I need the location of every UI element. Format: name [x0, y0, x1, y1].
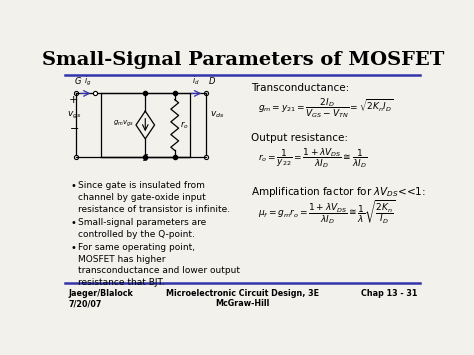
Text: Since gate is insulated from
channel by gate-oxide input
resistance of transisto: Since gate is insulated from channel by … — [78, 181, 230, 214]
Text: •: • — [70, 181, 76, 191]
Text: $v_{ds}$: $v_{ds}$ — [210, 110, 224, 120]
Text: $r_o$: $r_o$ — [180, 119, 189, 131]
Text: $g_m=y_{21}=\dfrac{2I_D}{V_{GS}-V_{TN}}=\sqrt{2K_n I_D}$: $g_m=y_{21}=\dfrac{2I_D}{V_{GS}-V_{TN}}=… — [258, 97, 393, 120]
Text: $\mu_f=g_m r_o=\dfrac{1+\lambda V_{DS}}{\lambda I_D}\cong\dfrac{1}{\lambda}\sqrt: $\mu_f=g_m r_o=\dfrac{1+\lambda V_{DS}}{… — [258, 199, 396, 226]
Text: Amplification factor for $\lambda V_{DS}$<<1:: Amplification factor for $\lambda V_{DS}… — [251, 185, 426, 199]
Text: Chap 13 - 31: Chap 13 - 31 — [361, 289, 417, 298]
Text: S: S — [143, 154, 148, 163]
Text: •: • — [70, 218, 76, 228]
Text: $i_g$: $i_g$ — [84, 75, 91, 88]
Text: Jaeger/Blalock
7/20/07: Jaeger/Blalock 7/20/07 — [69, 289, 133, 308]
Text: $g_m v_{gs}$: $g_m v_{gs}$ — [113, 118, 134, 129]
Text: $-$: $-$ — [69, 122, 79, 132]
Text: D: D — [209, 77, 215, 86]
Text: $v_{gs}$: $v_{gs}$ — [67, 110, 82, 121]
Text: For same operating point,
MOSFET has higher
transconductance and lower output
re: For same operating point, MOSFET has hig… — [78, 243, 240, 287]
Text: $r_o=\dfrac{1}{y_{22}}=\dfrac{1+\lambda V_{DS}}{\lambda I_D}\cong\dfrac{1}{\lamb: $r_o=\dfrac{1}{y_{22}}=\dfrac{1+\lambda … — [258, 146, 367, 170]
Text: $i_d$: $i_d$ — [192, 75, 200, 87]
Text: Small-Signal Parameters of MOSFET: Small-Signal Parameters of MOSFET — [42, 50, 444, 69]
Text: •: • — [70, 243, 76, 253]
Text: Transconductance:: Transconductance: — [251, 83, 350, 93]
Text: Output resistance:: Output resistance: — [251, 133, 348, 143]
Bar — [101, 93, 190, 157]
Text: Microelectronic Circuit Design, 3E
McGraw-Hill: Microelectronic Circuit Design, 3E McGra… — [166, 289, 319, 308]
Text: G: G — [75, 77, 81, 86]
Text: Small-signal parameters are
controlled by the Q-point.: Small-signal parameters are controlled b… — [78, 218, 206, 239]
Text: +: + — [69, 95, 78, 105]
